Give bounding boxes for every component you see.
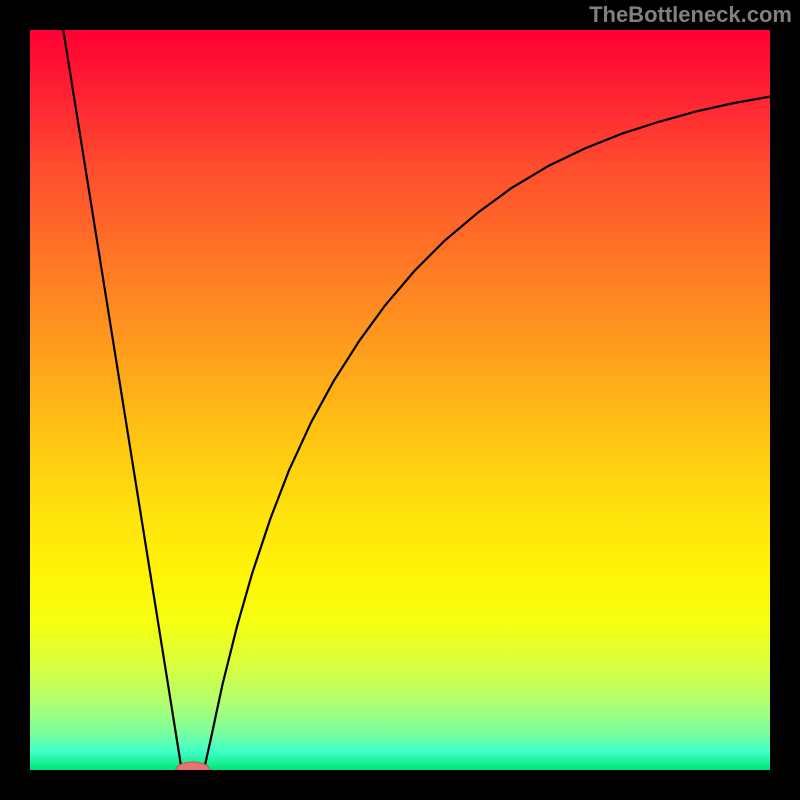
plot-area [30,30,770,770]
watermark-text: TheBottleneck.com [589,2,792,28]
chart-container: TheBottleneck.com [0,0,800,800]
plot-svg [30,30,770,770]
plot-background [30,30,770,770]
